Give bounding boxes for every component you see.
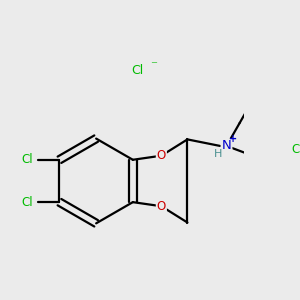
Text: Cl: Cl — [292, 143, 300, 156]
Text: H: H — [214, 149, 223, 159]
Text: O: O — [157, 149, 166, 162]
Text: N: N — [222, 140, 231, 152]
Text: Cl: Cl — [22, 196, 33, 208]
Text: +: + — [229, 134, 237, 144]
Text: Cl: Cl — [131, 64, 143, 76]
Text: ⁻: ⁻ — [150, 59, 157, 72]
Text: O: O — [157, 200, 166, 213]
Text: Cl: Cl — [22, 153, 33, 166]
